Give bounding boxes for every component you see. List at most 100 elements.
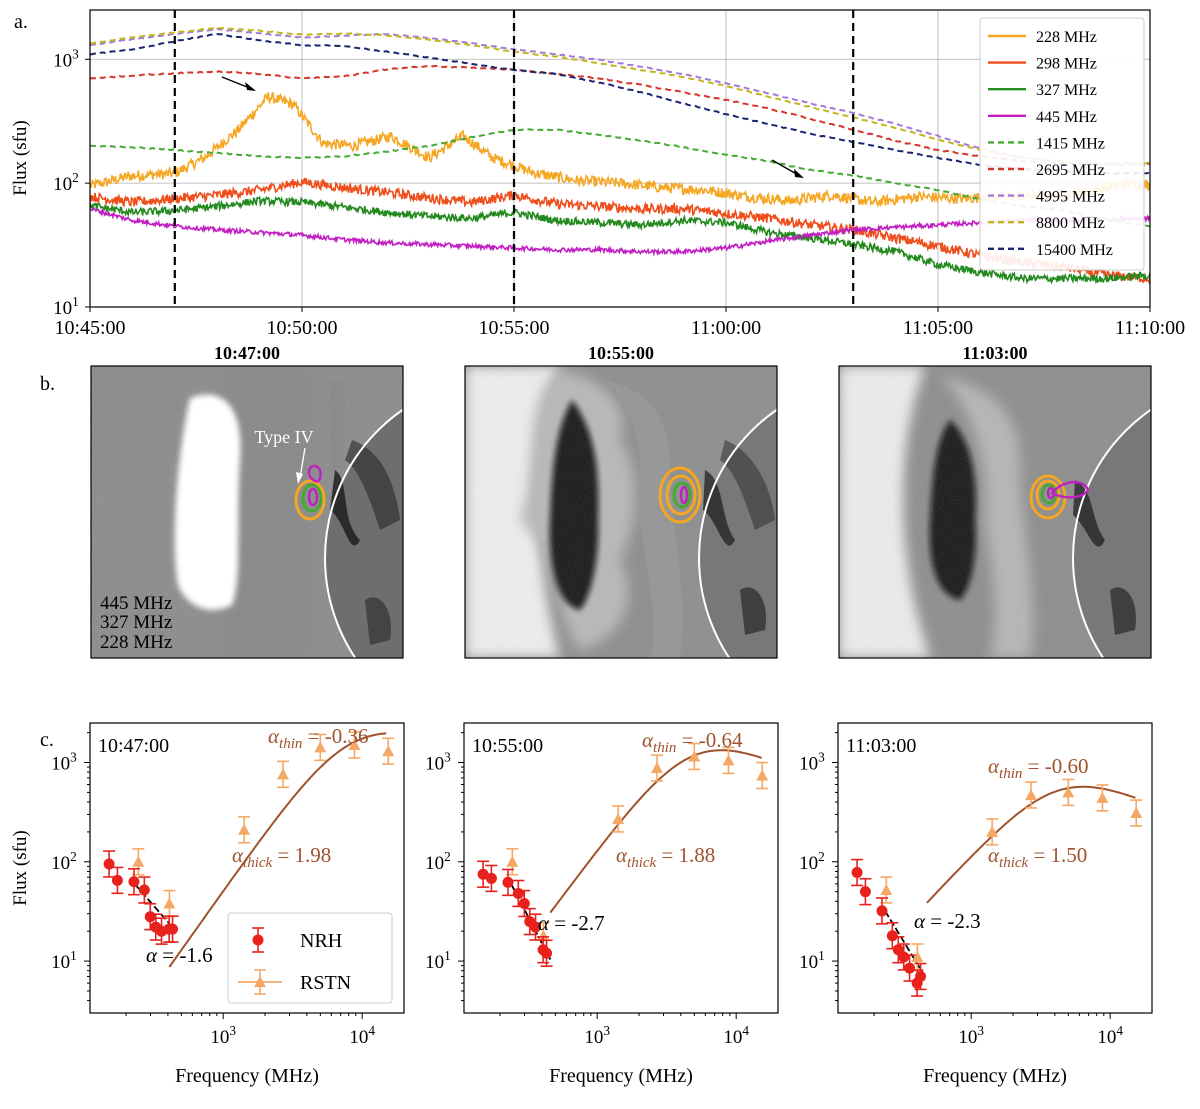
- spectrum-subplot-2: 103 104 101 102 103 Frequency (MHz) 10:55:00 αt…: [425, 722, 779, 1087]
- spectrum-time-label: 10:55:00: [472, 735, 543, 757]
- fit-curve-high: [549, 749, 762, 914]
- legend-rstn-label: RSTN: [300, 972, 351, 994]
- legend-entry-4: 1415 MHz: [1036, 135, 1105, 152]
- series-line-298-mhz: [90, 177, 1150, 286]
- rstn-point-0: [880, 883, 893, 895]
- fit-curve-high: [168, 732, 387, 968]
- panel-a-vlines: [173, 10, 855, 307]
- alpha-thin-label: αthin = -0.64: [642, 728, 743, 756]
- panel-b-frame-2: [464, 365, 778, 659]
- type-iv-annotation: Type IV: [254, 427, 313, 447]
- rstn-point-3: [277, 768, 290, 780]
- nrh-point-0: [477, 868, 489, 880]
- panel-c-ylabel: Flux (sfu): [10, 830, 31, 905]
- panel-a-ylabel: Flux (sfu): [10, 120, 31, 195]
- nrh-point-3: [886, 930, 898, 942]
- nrh-point-1: [485, 872, 497, 884]
- x-tick-label-1: 104: [1097, 1023, 1123, 1048]
- panel-b-time-2: 10:55:00: [588, 343, 654, 363]
- panel-a-label: a.: [14, 11, 28, 33]
- rstn-point-4: [688, 750, 701, 762]
- y-tick-label-0: 101: [425, 948, 451, 973]
- y-tick-label-1: 102: [53, 170, 79, 195]
- nrh-point-0: [851, 867, 863, 879]
- alpha-low-label: α = -2.7: [538, 911, 605, 935]
- nrh-point-2: [876, 905, 888, 917]
- nrh-point-6: [904, 962, 916, 974]
- nrh-point-4: [518, 898, 530, 910]
- legend-box: [979, 17, 1145, 271]
- rstn-point-2: [986, 825, 999, 837]
- y-tick-label-2: 103: [799, 750, 825, 775]
- legend-entry-0: 228 MHz: [1036, 29, 1097, 46]
- spectrum-subplot-1: 103 104 101 102 103 Frequency (MHz) 10:47:00 αt…: [51, 722, 405, 1087]
- nrh-point-5: [898, 951, 910, 963]
- alpha-low-label: α = -2.3: [914, 909, 981, 933]
- nrh-point-3: [138, 884, 150, 896]
- panel-b-time-3: 11:03:00: [963, 343, 1028, 363]
- panel-a-frame: [89, 9, 1151, 308]
- panel-a-y-ticks: 101 102 103: [53, 46, 90, 319]
- series-line-228-mhz: [90, 92, 1150, 208]
- nrh-point-2: [502, 876, 514, 888]
- panel-b-image-2: [465, 366, 777, 658]
- series-line-4995-mhz: [90, 27, 1150, 167]
- legend-entry-1: 298 MHz: [1036, 56, 1097, 73]
- rstn-point-1: [911, 950, 924, 962]
- y-tick-label-2: 103: [425, 750, 451, 775]
- y-tick-label-2: 103: [53, 46, 79, 71]
- panel-b-label: b.: [40, 373, 55, 395]
- nrh-point-8: [541, 947, 553, 959]
- alpha-thick-label: αthick = 1.50: [988, 843, 1087, 871]
- legend-entry-6: 4995 MHz: [1036, 189, 1105, 206]
- nrh-point-4: [144, 911, 156, 923]
- panel-c-legend: NRH RSTN: [227, 912, 393, 1004]
- arrow-annotation-1: [221, 76, 256, 91]
- legend-entry-7: 8800 MHz: [1036, 215, 1105, 232]
- x-tick-label-1: 104: [723, 1023, 749, 1048]
- panel-a-arrows: [221, 76, 804, 178]
- rstn-point-3: [651, 762, 664, 774]
- legend-228: 228 MHz: [100, 632, 172, 653]
- nrh-point-1: [111, 874, 123, 886]
- series-line-327-mhz: [90, 195, 1150, 285]
- alpha-thick-label: αthick = 1.88: [616, 843, 715, 871]
- x-tick-label-0: 103: [584, 1023, 610, 1048]
- legend-box: [227, 912, 393, 1004]
- y-tick-label-1: 102: [425, 849, 451, 874]
- spectrum-time-label: 11:03:00: [846, 735, 916, 757]
- spectrum-time-label: 10:47:00: [98, 735, 169, 757]
- rstn-point-6: [756, 769, 769, 781]
- legend-entry-3: 445 MHz: [1036, 109, 1097, 126]
- x-tick-label-2: 10:55:00: [478, 317, 549, 339]
- panel-b-time-1: 10:47:00: [214, 343, 280, 363]
- rstn-point-0: [132, 855, 145, 867]
- legend-entry-8: 15400 MHz: [1036, 242, 1113, 259]
- panel-c-subplots: 103 104 101 102 103 Frequency (MHz) 10:47:00 αt…: [51, 722, 1153, 1087]
- panel-b-images: b. 10:47:00 Type IV 445 MHz 327 MHz 228 …: [40, 343, 1152, 659]
- x-tick-label-1: 104: [349, 1023, 375, 1048]
- nrh-point-1: [859, 886, 871, 898]
- x-axis-label: Frequency (MHz): [175, 1065, 319, 1087]
- panel-b-image-3: [839, 366, 1151, 658]
- legend-nrh-label: NRH: [300, 930, 342, 952]
- rstn-point-5: [722, 754, 735, 766]
- x-tick-label-0: 103: [210, 1023, 236, 1048]
- series-line-1415-mhz: [90, 128, 1150, 228]
- rstn-point-3: [1025, 789, 1038, 801]
- arrow-annotation-2: [771, 159, 804, 178]
- legend-445: 445 MHz: [100, 593, 172, 614]
- series-line-8800-mhz: [90, 26, 1150, 165]
- legend-entry-2: 327 MHz: [1036, 82, 1097, 99]
- rstn-point-1: [163, 897, 176, 909]
- panel-a-series: [90, 26, 1150, 286]
- y-tick-label-1: 102: [799, 849, 825, 874]
- series-line-2695-mhz: [90, 64, 1150, 167]
- x-tick-label-0: 10:45:00: [54, 317, 125, 339]
- legend-entry-5: 2695 MHz: [1036, 162, 1105, 179]
- spectrum-frame: [837, 722, 1153, 1014]
- legend-327: 327 MHz: [100, 612, 172, 633]
- panel-b-frame-1: [90, 365, 404, 659]
- rstn-point-6: [1130, 807, 1143, 819]
